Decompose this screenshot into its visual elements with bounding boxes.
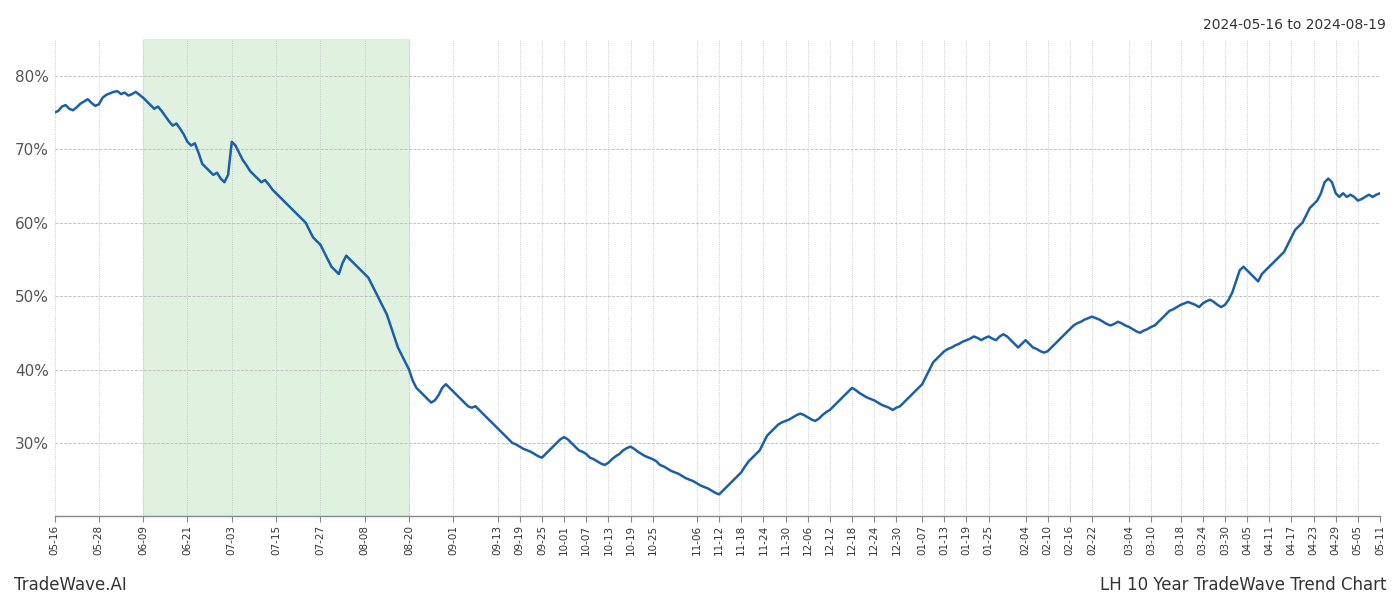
Text: LH 10 Year TradeWave Trend Chart: LH 10 Year TradeWave Trend Chart (1099, 576, 1386, 594)
Text: 2024-05-16 to 2024-08-19: 2024-05-16 to 2024-08-19 (1203, 18, 1386, 32)
Bar (143, 39, 409, 517)
Text: TradeWave.AI: TradeWave.AI (14, 576, 127, 594)
